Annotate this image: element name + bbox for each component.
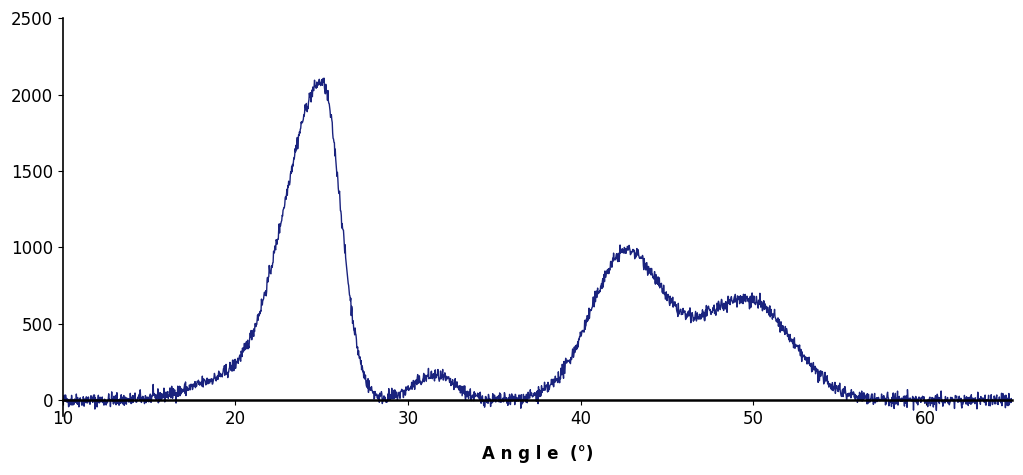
X-axis label: A n g l e  (°): A n g l e (°) [482,445,593,463]
